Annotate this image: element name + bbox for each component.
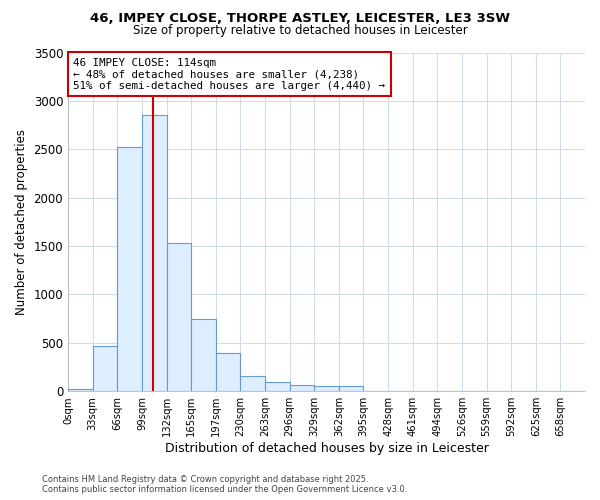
Y-axis label: Number of detached properties: Number of detached properties <box>15 129 28 315</box>
Text: Size of property relative to detached houses in Leicester: Size of property relative to detached ho… <box>133 24 467 37</box>
Bar <box>216 354 241 391</box>
Bar <box>265 382 290 391</box>
Bar <box>241 376 265 391</box>
Bar <box>68 390 92 391</box>
Bar <box>339 386 364 391</box>
Bar <box>142 116 167 391</box>
Bar <box>92 346 117 391</box>
Text: Contains HM Land Registry data © Crown copyright and database right 2025.
Contai: Contains HM Land Registry data © Crown c… <box>42 474 407 494</box>
Bar <box>191 318 216 391</box>
Bar <box>314 386 339 391</box>
Bar <box>117 148 142 391</box>
Bar <box>290 385 314 391</box>
X-axis label: Distribution of detached houses by size in Leicester: Distribution of detached houses by size … <box>164 442 488 455</box>
Text: 46 IMPEY CLOSE: 114sqm
← 48% of detached houses are smaller (4,238)
51% of semi-: 46 IMPEY CLOSE: 114sqm ← 48% of detached… <box>73 58 385 91</box>
Bar <box>167 243 191 391</box>
Text: 46, IMPEY CLOSE, THORPE ASTLEY, LEICESTER, LE3 3SW: 46, IMPEY CLOSE, THORPE ASTLEY, LEICESTE… <box>90 12 510 26</box>
